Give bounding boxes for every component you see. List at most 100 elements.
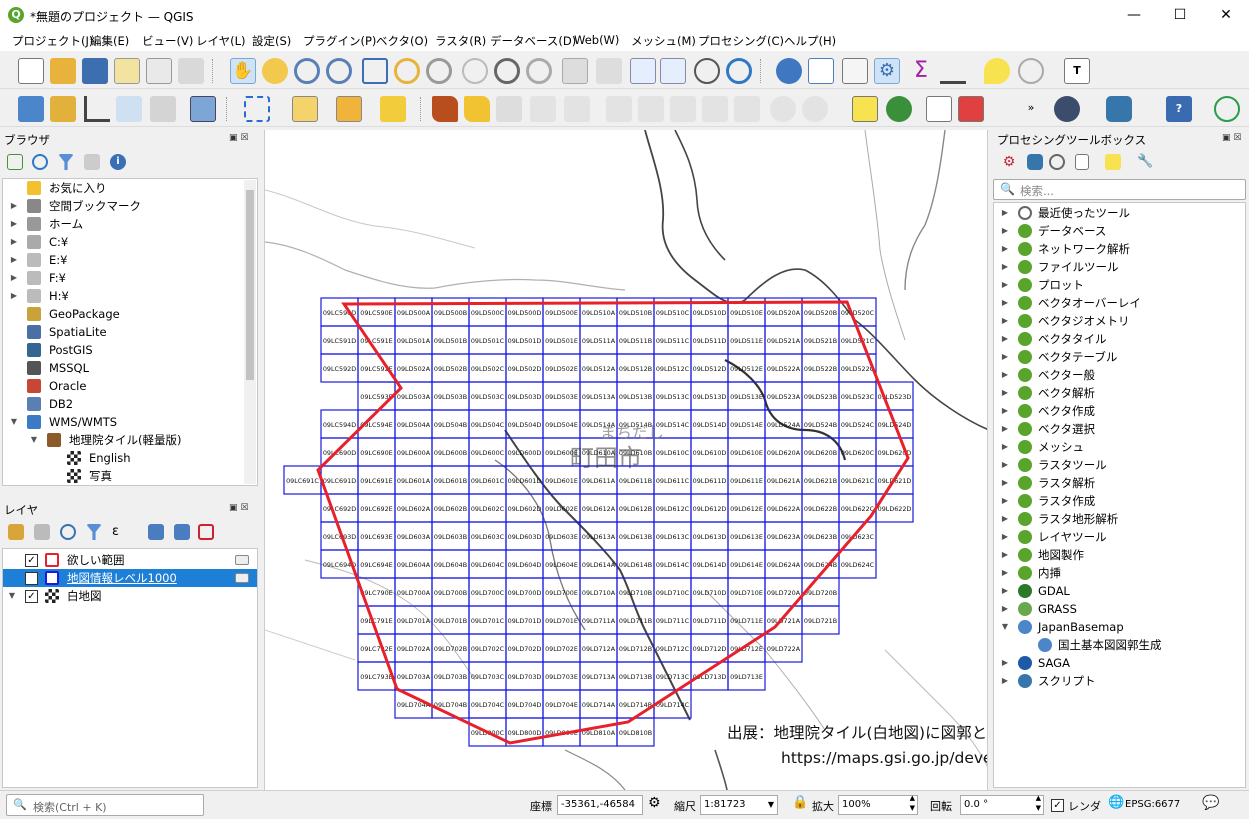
toolbox-item[interactable]: ▶ ラスタ作成 (994, 492, 1245, 510)
browser-item[interactable]: 写真 (3, 467, 257, 485)
minimize-button[interactable]: — (1127, 7, 1141, 23)
menu-item-10[interactable]: メッシュ(M) (631, 34, 696, 48)
highlight-pinned-labels-icon[interactable] (926, 96, 952, 122)
diagram-options-icon[interactable] (886, 96, 912, 122)
menu-item-9[interactable]: Web(W) (574, 33, 620, 47)
zoom-in-icon[interactable] (294, 58, 320, 84)
toolbox-item[interactable]: ▶ ベクタタイル (994, 330, 1245, 348)
browser-item[interactable]: GeoPackage (3, 305, 257, 323)
identify-features-icon[interactable] (776, 58, 802, 84)
digitize-vector-icon[interactable] (84, 96, 110, 122)
menu-item-11[interactable]: プロセシング(C) (698, 34, 785, 48)
lock-scale-icon[interactable]: 🔒 (792, 795, 809, 810)
cut-features-icon[interactable] (670, 96, 696, 122)
help-icon[interactable]: ? (1166, 96, 1192, 122)
close-button[interactable]: ✕ (1220, 7, 1232, 23)
collapsed-arrow-icon[interactable]: ▶ (1001, 496, 1009, 505)
toolbox-item[interactable]: ▶ ベクタ作成 (994, 402, 1245, 420)
pin-labels-icon[interactable] (958, 96, 984, 122)
data-source-manager-icon[interactable] (18, 96, 44, 122)
toolbox-item[interactable]: ▶ 最近使ったツール (994, 204, 1245, 222)
zoom-to-selection-icon[interactable] (394, 58, 420, 84)
zoom-native-icon[interactable] (462, 58, 488, 84)
collapsed-arrow-icon[interactable]: ▶ (1001, 532, 1009, 541)
deselect-icon[interactable] (336, 96, 362, 122)
map-tips-icon[interactable] (984, 58, 1010, 84)
statistics-sigma-icon[interactable]: Σ (914, 58, 928, 83)
zoom-full-icon[interactable] (362, 58, 388, 84)
toolbox-item[interactable]: ▶ ファイルツール (994, 258, 1245, 276)
toolbox-item[interactable]: ▶ ベクタ選択 (994, 420, 1245, 438)
vector-layer-icon[interactable] (190, 96, 216, 122)
layer-filter-indicator-icon[interactable] (235, 555, 249, 565)
browser-item[interactable]: SpatiaLite (3, 323, 257, 341)
toolbox-item[interactable]: ▶ ベクター般 (994, 366, 1245, 384)
credit-line-2[interactable]: https://maps.gsi.go.jp/development/ichir… (781, 749, 987, 767)
collapsed-arrow-icon[interactable]: ▶ (1001, 550, 1009, 559)
pan-to-selection-icon[interactable] (262, 58, 288, 84)
select-location-icon[interactable] (380, 96, 406, 122)
options-wrench-icon[interactable]: 🔧 (1137, 154, 1154, 169)
text-annotation-icon[interactable]: T (1064, 58, 1090, 84)
toolbox-item[interactable]: ▶ スクリプト (994, 672, 1245, 690)
show-bookmarks-icon[interactable] (660, 58, 686, 84)
visibility-eye-icon[interactable] (60, 524, 76, 540)
toolbox-item[interactable]: ▶ ベクタテーブル (994, 348, 1245, 366)
expanded-arrow-icon[interactable]: ▼ (10, 417, 18, 426)
select-features-icon[interactable] (244, 96, 270, 122)
layer-item[interactable]: ✓ 地図情報レベル1000 (3, 569, 257, 587)
collapsed-arrow-icon[interactable]: ▶ (1001, 208, 1009, 217)
vertex-tool-icon[interactable] (564, 96, 590, 122)
add-feature-icon[interactable] (530, 96, 556, 122)
collapsed-arrow-icon[interactable]: ▶ (10, 291, 18, 300)
layout-manager-icon[interactable] (146, 58, 172, 84)
collapsed-arrow-icon[interactable]: ▶ (10, 201, 18, 210)
rotation-spinbox[interactable]: 0.0 ° ▲ ▼ (960, 794, 1044, 815)
magnifier-spinbox[interactable]: 100% ▲ ▼ (838, 794, 918, 815)
pan-hand-icon[interactable]: ✋ (230, 58, 256, 84)
save-project-icon[interactable] (82, 58, 108, 84)
browser-item[interactable]: ▼ 地理院タイル(軽量版) (3, 431, 257, 449)
menu-item-1[interactable]: 編集(E) (90, 34, 130, 48)
toolbox-dock-buttons[interactable]: ▣ ☒ (1222, 133, 1242, 143)
menu-item-2[interactable]: ビュー(V) (142, 34, 194, 48)
collapsed-arrow-icon[interactable]: ▶ (10, 219, 18, 228)
collapsed-arrow-icon[interactable]: ▶ (1001, 604, 1009, 613)
collapsed-arrow-icon[interactable]: ▶ (1001, 568, 1009, 577)
new-temp-layer-icon[interactable] (116, 96, 142, 122)
browser-item[interactable]: ▶ C:¥ (3, 233, 257, 251)
filter-legend-icon[interactable] (86, 524, 102, 540)
expand-all-icon[interactable] (148, 524, 164, 540)
save-edits-icon[interactable] (496, 96, 522, 122)
menu-item-0[interactable]: プロジェクト(J) (12, 34, 94, 48)
layer-visibility-checkbox[interactable]: ✓ (25, 572, 38, 585)
toolbox-tree[interactable]: ▶ 最近使ったツール ▶ データベース ▶ ネットワーク解析 ▶ ファイルツール ▶ プロット ▶ ベ… (993, 202, 1246, 788)
collapsed-arrow-icon[interactable]: ▶ (1001, 424, 1009, 433)
browser-scrollbar-thumb[interactable] (246, 190, 254, 380)
browser-dock-buttons[interactable]: ▣ ☒ (229, 133, 249, 143)
collapsed-arrow-icon[interactable]: ▶ (1001, 370, 1009, 379)
toolbox-item[interactable]: ▶ ベクタジオメトリ (994, 312, 1245, 330)
toolbox-item[interactable]: ▶ ラスタツール (994, 456, 1245, 474)
menu-item-5[interactable]: プラグイン(P) (303, 34, 377, 48)
toggle-coordinate-icon[interactable]: ⚙ (648, 795, 661, 811)
processing-toolbox-gear-icon[interactable]: ⚙ (874, 58, 900, 84)
collapsed-arrow-icon[interactable]: ▶ (1001, 658, 1009, 667)
toolbox-item[interactable]: ▶ GRASS (994, 600, 1245, 618)
refresh-icon[interactable] (726, 58, 752, 84)
new-3d-view-icon[interactable] (596, 58, 622, 84)
open-project-icon[interactable] (50, 58, 76, 84)
collapsed-arrow-icon[interactable]: ▶ (1001, 514, 1009, 523)
collapsed-arrow-icon[interactable]: ▶ (1001, 460, 1009, 469)
collapsed-arrow-icon[interactable]: ▶ (1001, 334, 1009, 343)
browser-item[interactable]: DB2 (3, 395, 257, 413)
expanded-arrow-icon[interactable]: ▼ (1001, 622, 1009, 631)
collapsed-arrow-icon[interactable]: ▶ (1001, 388, 1009, 397)
browser-item[interactable]: MSSQL (3, 359, 257, 377)
scale-combobox[interactable]: 1:81723 ▼ (700, 795, 778, 815)
layer-item[interactable]: ▼ ✓ 白地図 (3, 587, 257, 605)
messages-icon[interactable]: 💬 (1202, 795, 1220, 811)
redo-icon[interactable] (802, 96, 828, 122)
browser-item[interactable]: English (3, 449, 257, 467)
scripts-python-icon[interactable] (1027, 154, 1043, 170)
